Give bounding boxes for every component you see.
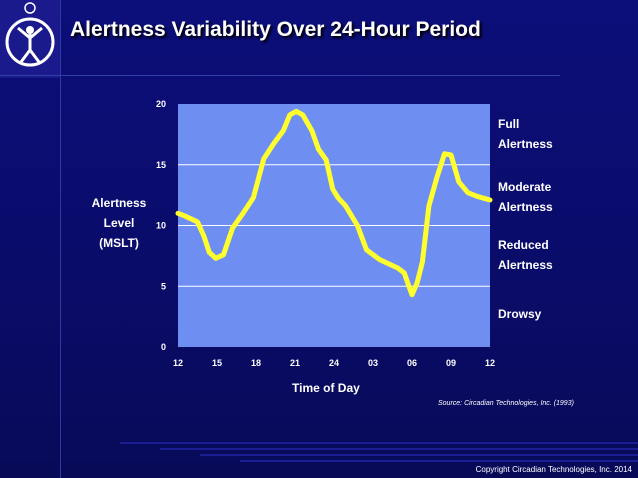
zone-reduced-line-2: Alertness bbox=[498, 258, 553, 272]
x-tick-label: 09 bbox=[446, 358, 456, 368]
zone-moderate-line-2: Alertness bbox=[498, 200, 553, 214]
divider-vertical bbox=[60, 0, 61, 478]
zone-reduced-line-1: Reduced bbox=[498, 238, 549, 252]
y-axis-label-line-2: Level bbox=[103, 216, 135, 230]
copyright-text: Copyright Circadian Technologies, Inc. 2… bbox=[475, 465, 632, 474]
zone-moderate-line-1: Moderate bbox=[498, 180, 552, 194]
x-tick-label: 12 bbox=[485, 358, 495, 368]
y-axis-label-line-3: (MSLT) bbox=[99, 236, 139, 250]
divider-horizontal bbox=[0, 75, 560, 76]
x-tick-label: 03 bbox=[368, 358, 378, 368]
zone-full-alertness: Full Alertness bbox=[498, 114, 568, 154]
logo bbox=[0, 0, 61, 78]
x-tick-label: 15 bbox=[212, 358, 222, 368]
x-tick-label: 12 bbox=[173, 358, 183, 368]
zone-drowsy-line-1: Drowsy bbox=[498, 307, 542, 321]
y-tick-label: 0 bbox=[161, 342, 166, 352]
y-tick-label: 20 bbox=[156, 99, 166, 109]
x-axis-label: Time of Day bbox=[292, 381, 360, 395]
zone-drowsy: Drowsy bbox=[498, 304, 568, 324]
zone-moderate-alertness: Moderate Alertness bbox=[498, 177, 568, 217]
y-axis-label-line-1: Alertness bbox=[91, 196, 147, 210]
x-tick-label: 18 bbox=[251, 358, 261, 368]
y-tick-label: 15 bbox=[156, 160, 166, 170]
y-tick-label: 10 bbox=[156, 221, 166, 231]
page-title: Alertness Variability Over 24-Hour Perio… bbox=[70, 18, 481, 41]
alertness-line bbox=[175, 108, 493, 298]
y-tick-label: 5 bbox=[161, 281, 166, 291]
x-tick-label: 24 bbox=[329, 358, 339, 368]
decorative-stripes bbox=[120, 438, 638, 468]
zone-full-line-2: Alertness bbox=[498, 137, 553, 151]
source-note: Source: Circadian Technologies, Inc. (19… bbox=[438, 400, 574, 407]
zone-reduced-alertness: Reduced Alertness bbox=[498, 235, 568, 275]
x-tick-label: 21 bbox=[290, 358, 300, 368]
y-axis-label: Alertness Level (MSLT) bbox=[82, 193, 156, 253]
x-tick-label: 06 bbox=[407, 358, 417, 368]
clock-figure-icon bbox=[5, 2, 55, 67]
zone-full-line-1: Full bbox=[498, 117, 520, 131]
